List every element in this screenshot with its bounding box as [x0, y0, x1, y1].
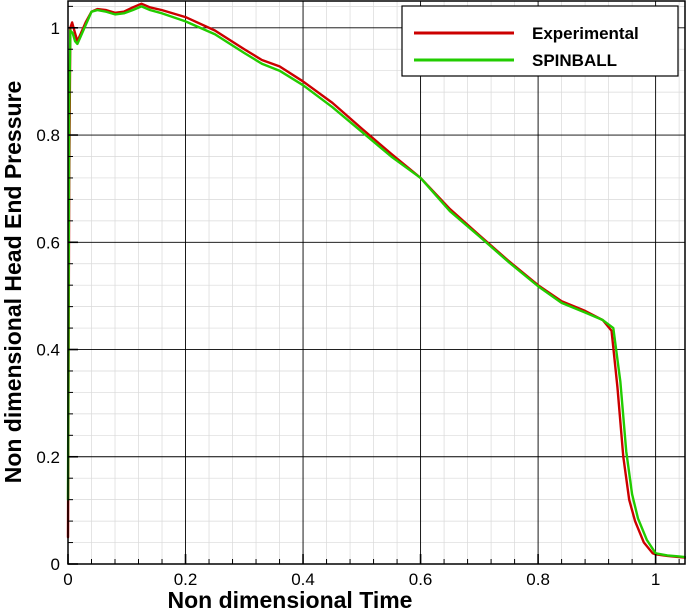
- x-tick-label: 0.6: [409, 570, 433, 589]
- x-tick-label: 0.2: [174, 570, 198, 589]
- axis-ticks: [67, 5, 680, 565]
- y-axis-title: Non dimensional Head End Pressure: [0, 81, 26, 484]
- y-tick-label: 0: [51, 555, 60, 574]
- x-tick-label: 1: [651, 570, 660, 589]
- series-layer: [66, 2, 686, 559]
- y-tick-label: 0.2: [36, 448, 60, 467]
- y-tick-label: 1: [51, 19, 60, 38]
- series-line-spinball: [66, 5, 686, 559]
- x-tick-label: 0.4: [291, 570, 315, 589]
- major-grid: [67, 1, 685, 565]
- x-tick-label: 0: [63, 570, 72, 589]
- y-tick-label: 0.4: [36, 341, 60, 360]
- axis-tick-labels: 0 0.2 0.4 0.6 0.8 1 0 0.2 0.4 0.6 0.8 1: [36, 19, 660, 589]
- y-tick-label: 0.8: [36, 126, 60, 145]
- series-line-experimental: [66, 2, 686, 559]
- legend-label-experimental: Experimental: [532, 24, 639, 43]
- x-axis-title: Non dimensional Time: [168, 587, 413, 612]
- x-tick-label: 0.8: [526, 570, 550, 589]
- legend-label-spinball: SPINBALL: [532, 51, 617, 70]
- minor-grid: [68, 1, 685, 564]
- legend: Experimental SPINBALL: [401, 5, 679, 77]
- legend-box: [401, 5, 679, 77]
- y-tick-label: 0.6: [36, 233, 60, 252]
- plot-frame: [67, 0, 686, 565]
